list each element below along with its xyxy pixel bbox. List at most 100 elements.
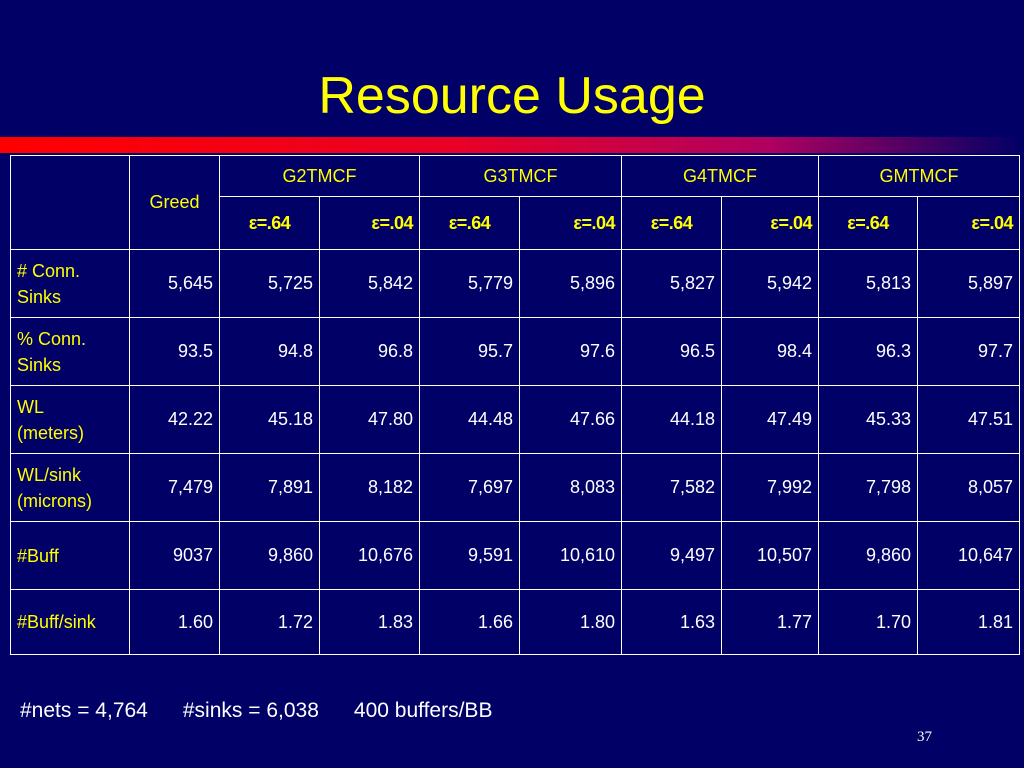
header-row-groups: Greed G2TMCF G3TMCF G4TMCF GMTMCF — [10, 155, 1021, 250]
row-label: #Buff/sink — [10, 589, 130, 655]
row-label: WL (meters) — [10, 385, 130, 454]
footnote: #nets = 4,764 #sinks = 6,038 400 buffers… — [20, 699, 492, 723]
epsilon-symbol: ε — [971, 212, 980, 233]
greed-value-cell: 1.60 — [129, 589, 220, 655]
table-row: #Buff/sink 1.60 1.72 1.83 1.66 1.80 1.63 1.77 1.… — [10, 589, 1021, 655]
greed-value-cell: 9037 — [129, 521, 220, 590]
epsilon-symbol: ε — [448, 212, 458, 233]
value-cell: 45.18 — [219, 385, 320, 454]
epsilon-high-header: ε=.64 — [419, 196, 520, 250]
value-cell: 5,942 — [721, 249, 819, 318]
epsilon-symbol: ε — [770, 212, 779, 233]
epsilon-high-header: ε=.64 — [818, 196, 918, 250]
group-header-gmtmcf: GMTMCF — [817, 155, 1021, 197]
value-cell: 94.8 — [219, 317, 320, 386]
group-header-g3tmcf: G3TMCF — [419, 155, 622, 197]
value-cell: 1.63 — [621, 589, 722, 655]
value-cell: 1.81 — [916, 589, 1021, 655]
value-cell: 44.18 — [621, 385, 722, 454]
value-cell: 1.72 — [219, 589, 320, 655]
value-cell: 44.48 — [419, 385, 520, 454]
value-cell: 8,057 — [916, 453, 1021, 522]
epsilon-symbol: ε — [371, 212, 380, 233]
value-cell: 8,083 — [519, 453, 622, 522]
footnote-sinks: #sinks = 6,038 — [182, 699, 319, 722]
value-cell: 5,897 — [916, 249, 1021, 318]
row-label-line: (microns) — [17, 490, 92, 511]
greed-value-cell: 93.5 — [129, 317, 220, 386]
group-header-g4tmcf: G4TMCF — [621, 155, 819, 197]
row-label-line: % Conn. — [17, 328, 87, 349]
value-cell: 47.66 — [519, 385, 622, 454]
row-label-line: #Buff — [17, 545, 59, 566]
table-row: #Buff 9037 9,860 10,676 9,591 10,610 9,497 10,5… — [10, 521, 1021, 590]
value-cell: 96.5 — [621, 317, 722, 386]
epsilon-symbol: ε — [650, 212, 660, 233]
resource-usage-table: Greed G2TMCF G3TMCF G4TMCF GMTMCF ε=.64 ε… — [10, 155, 1021, 655]
epsilon-symbol: ε — [248, 212, 258, 233]
value-cell: 45.33 — [818, 385, 918, 454]
epsilon-value: =.04 — [379, 212, 413, 233]
epsilon-low-header: ε=.04 — [916, 196, 1021, 250]
value-cell: 10,647 — [916, 521, 1021, 590]
group-header-g2tmcf: G2TMCF — [219, 155, 420, 197]
value-cell: 10,676 — [319, 521, 420, 590]
title-underline-bar — [0, 137, 1024, 153]
epsilon-value: =.64 — [855, 212, 889, 233]
epsilon-high-header: ε=.64 — [219, 196, 320, 250]
value-cell: 95.7 — [419, 317, 520, 386]
epsilon-low-header: ε=.04 — [721, 196, 819, 250]
value-cell: 96.3 — [818, 317, 918, 386]
value-cell: 5,842 — [319, 249, 420, 318]
value-cell: 96.8 — [319, 317, 420, 386]
value-cell: 5,827 — [621, 249, 722, 318]
value-cell: 9,497 — [621, 521, 722, 590]
row-label-line: (meters) — [17, 422, 84, 443]
value-cell: 5,725 — [219, 249, 320, 318]
row-label: #Buff — [10, 521, 130, 590]
value-cell: 5,779 — [419, 249, 520, 318]
value-cell: 47.51 — [916, 385, 1021, 454]
value-cell: 8,182 — [319, 453, 420, 522]
value-cell: 98.4 — [721, 317, 819, 386]
slide-title: Resource Usage — [318, 67, 706, 125]
epsilon-value: =.64 — [256, 212, 291, 233]
value-cell: 47.49 — [721, 385, 819, 454]
epsilon-value: =.04 — [979, 212, 1014, 233]
value-cell: 1.80 — [519, 589, 622, 655]
table-row: WL/sink (microns) 7,479 7,891 8,182 7,697 8,08… — [10, 453, 1021, 522]
value-cell: 9,860 — [818, 521, 918, 590]
value-cell: 97.6 — [519, 317, 622, 386]
row-label: % Conn. Sinks — [10, 317, 130, 386]
corner-cell — [10, 155, 130, 250]
value-cell: 1.77 — [721, 589, 819, 655]
value-cell: 97.7 — [916, 317, 1021, 386]
value-cell: 9,591 — [419, 521, 520, 590]
footnote-buffers: 400 buffers/BB — [353, 699, 493, 722]
value-cell: 5,896 — [519, 249, 622, 318]
row-label-line: #Buff/sink — [17, 612, 96, 632]
epsilon-symbol: ε — [847, 212, 856, 233]
row-label-line: Sinks — [17, 286, 62, 307]
greed-value-cell: 42.22 — [129, 385, 220, 454]
row-label: # Conn. Sinks — [10, 249, 130, 318]
row-label-line: Sinks — [17, 354, 62, 375]
epsilon-symbol: ε — [573, 212, 582, 233]
epsilon-value: =.04 — [581, 212, 615, 233]
table-row: % Conn. Sinks 93.5 94.8 96.8 95.7 97.6 96.5 98.4… — [10, 317, 1021, 386]
greed-value-cell: 5,645 — [129, 249, 220, 318]
table-body: # Conn. Sinks 5,645 5,725 5,842 5,779 5,896 5,8… — [10, 249, 1021, 655]
value-cell: 47.80 — [319, 385, 420, 454]
row-label-line: WL — [17, 396, 44, 417]
row-label: WL/sink (microns) — [10, 453, 130, 522]
row-label-line: # Conn. — [17, 260, 81, 281]
epsilon-low-header: ε=.04 — [519, 196, 622, 250]
value-cell: 10,610 — [519, 521, 622, 590]
value-cell: 7,891 — [219, 453, 320, 522]
greed-header: Greed — [129, 155, 220, 250]
header-row-epsilon: ε=.64 ε=.04 ε=.64 ε=.04 ε=.64 ε=.04 ε=.64 ε=.04 — [11, 196, 1021, 250]
page-number: 37 — [917, 729, 932, 745]
value-cell: 9,860 — [219, 521, 320, 590]
value-cell: 10,507 — [721, 521, 819, 590]
value-cell: 1.66 — [419, 589, 520, 655]
